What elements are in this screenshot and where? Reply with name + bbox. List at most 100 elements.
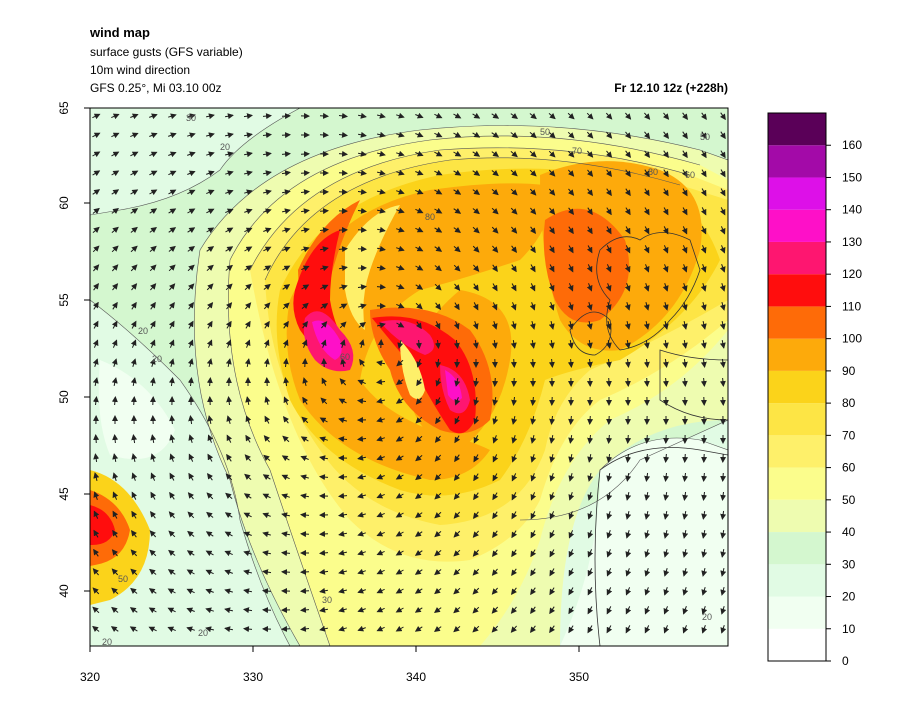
wind-arrow bbox=[511, 568, 518, 577]
wind-arrow bbox=[187, 132, 196, 139]
contour-label: 60 bbox=[340, 352, 350, 362]
wind-arrow bbox=[662, 302, 669, 311]
wind-arrow bbox=[701, 511, 708, 520]
wind-arrow bbox=[264, 415, 271, 424]
wind-arrow bbox=[434, 321, 441, 330]
wind-arrow bbox=[111, 301, 118, 310]
legend-swatch bbox=[768, 145, 826, 178]
wind-arrow bbox=[586, 131, 594, 139]
legend-level-label: 40 bbox=[842, 525, 856, 539]
wind-arrow bbox=[168, 113, 177, 120]
wind-arrow bbox=[567, 112, 575, 120]
wind-arrow bbox=[244, 454, 252, 462]
wind-arrow bbox=[244, 358, 251, 368]
wind-arrow bbox=[226, 396, 233, 406]
x-tick-label: 320 bbox=[80, 670, 100, 684]
wind-arrow bbox=[243, 607, 253, 614]
wind-arrow bbox=[549, 511, 556, 520]
wind-arrow bbox=[187, 283, 195, 291]
wind-arrow bbox=[92, 606, 100, 614]
contour-label: 60 bbox=[685, 170, 695, 180]
wind-arrow bbox=[111, 606, 119, 613]
wind-arrow bbox=[415, 455, 423, 462]
legend-level-label: 20 bbox=[842, 590, 856, 604]
wind-arrow bbox=[263, 283, 271, 290]
wind-arrow bbox=[549, 434, 556, 444]
wind-arrow bbox=[700, 358, 707, 368]
wind-arrow bbox=[434, 131, 443, 138]
wind-arrow bbox=[605, 377, 612, 387]
wind-arrow bbox=[205, 132, 215, 139]
wind-arrow bbox=[111, 226, 119, 233]
wind-arrow bbox=[454, 416, 461, 425]
wind-arrow bbox=[243, 113, 253, 120]
wind-arrow bbox=[472, 283, 479, 292]
wind-arrow bbox=[662, 283, 669, 292]
wind-arrow bbox=[568, 207, 575, 215]
wind-arrow bbox=[149, 227, 157, 234]
wind-arrow bbox=[434, 454, 442, 462]
wind-arrow bbox=[473, 377, 480, 387]
wind-arrow bbox=[415, 339, 422, 349]
wind-arrow bbox=[244, 189, 253, 196]
wind-arrow bbox=[282, 284, 291, 291]
wind-arrow bbox=[243, 512, 252, 519]
wind-arrow bbox=[473, 264, 480, 272]
wind-arrow bbox=[453, 530, 461, 538]
wind-arrow bbox=[701, 472, 708, 482]
wind-arrow bbox=[492, 435, 499, 444]
wind-arrow bbox=[700, 377, 707, 387]
wind-arrow bbox=[435, 416, 442, 425]
wind-arrow bbox=[529, 340, 536, 349]
wind-arrow bbox=[319, 455, 329, 462]
wind-arrow bbox=[700, 150, 707, 159]
wind-arrow bbox=[243, 588, 253, 595]
wind-arrow bbox=[491, 321, 498, 330]
wind-arrow bbox=[625, 606, 632, 615]
wind-arrow bbox=[320, 339, 327, 348]
wind-arrow bbox=[395, 379, 404, 385]
wind-arrow bbox=[319, 625, 329, 632]
wind-arrow bbox=[320, 397, 328, 405]
wind-arrow bbox=[225, 358, 232, 368]
wind-arrow bbox=[453, 264, 461, 272]
wind-arrow bbox=[131, 472, 138, 481]
wind-arrow bbox=[131, 491, 138, 500]
wind-arrow bbox=[319, 530, 329, 537]
wind-arrow bbox=[93, 548, 100, 557]
wind-arrow bbox=[472, 587, 480, 595]
wind-arrow bbox=[206, 377, 213, 387]
wind-arrow bbox=[644, 510, 651, 520]
wind-arrow bbox=[301, 339, 308, 348]
wind-arrow bbox=[606, 491, 613, 501]
wind-arrow bbox=[624, 283, 631, 292]
wind-arrow bbox=[530, 454, 537, 463]
wind-arrow bbox=[396, 245, 405, 252]
wind-arrow bbox=[206, 339, 213, 348]
wind-arrow bbox=[434, 150, 443, 157]
wind-arrow bbox=[168, 189, 177, 196]
wind-arrow bbox=[435, 358, 442, 368]
wind-arrow bbox=[510, 606, 517, 614]
wind-arrow bbox=[415, 302, 423, 310]
wind-arrow bbox=[186, 569, 195, 576]
wind-arrow bbox=[624, 169, 631, 178]
wind-arrow bbox=[548, 264, 555, 273]
wind-arrow bbox=[167, 607, 176, 614]
wind-arrow bbox=[644, 606, 651, 615]
legend-swatch bbox=[768, 596, 826, 629]
wind-arrow bbox=[112, 434, 119, 444]
wind-arrow bbox=[244, 208, 253, 215]
wind-arrow bbox=[149, 377, 156, 386]
wind-arrow bbox=[168, 227, 177, 234]
wind-arrow bbox=[131, 453, 138, 463]
legend-frame bbox=[767, 112, 827, 662]
wind-arrow bbox=[606, 511, 613, 520]
wind-arrow bbox=[472, 112, 481, 119]
wind-arrow bbox=[624, 245, 631, 254]
wind-arrow bbox=[586, 302, 593, 311]
wind-arrow bbox=[395, 435, 404, 442]
coastline-france bbox=[659, 349, 728, 421]
wind-arrow bbox=[606, 568, 613, 577]
